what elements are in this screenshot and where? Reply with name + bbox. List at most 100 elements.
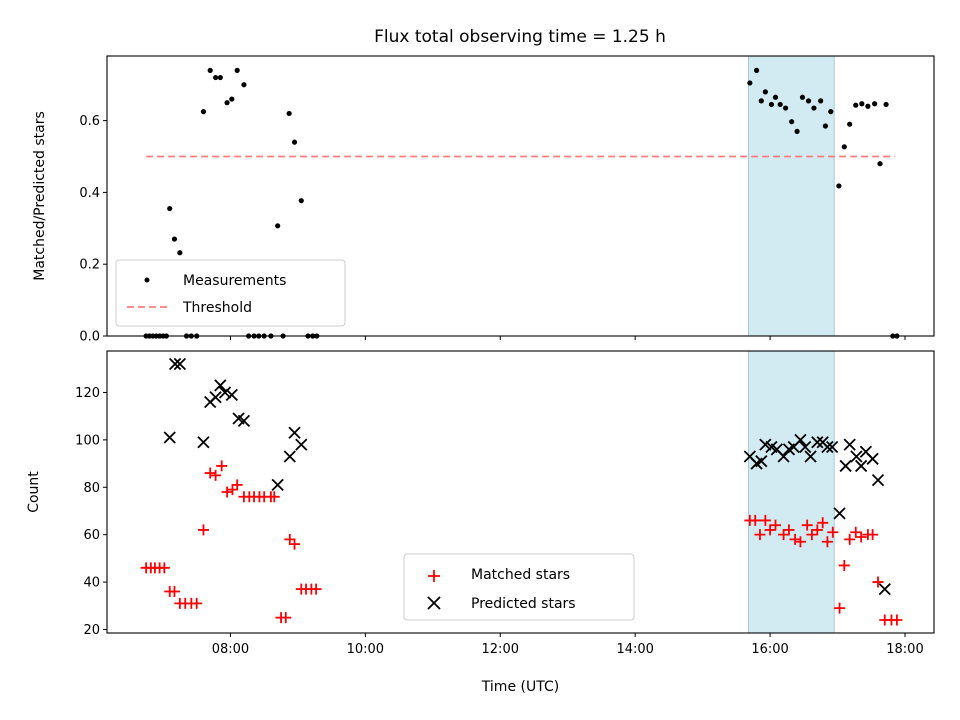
- measurement-point: [794, 128, 800, 134]
- matched-star-point: [872, 576, 884, 588]
- predicted-star-point: [878, 583, 891, 596]
- measurement-point: [224, 100, 230, 106]
- matched-star-point: [817, 517, 829, 529]
- measurement-point: [872, 101, 878, 107]
- matched-star-point: [221, 486, 233, 498]
- y-tick-label: 80: [83, 481, 100, 496]
- predicted-star-point: [799, 440, 812, 454]
- measurement-point: [171, 236, 178, 242]
- x-tick-label: 10:00: [347, 642, 384, 657]
- predicted-star-point: [173, 357, 186, 371]
- measurement-point: [811, 105, 817, 111]
- predicted-star-point: [794, 433, 807, 447]
- matched-star-point: [749, 514, 761, 526]
- y-tick-label: 0.2: [79, 258, 100, 273]
- plot-frame: [106, 350, 935, 634]
- matched-star-point: [231, 479, 243, 491]
- predicted-star-point: [850, 450, 863, 463]
- measurement-point: [789, 119, 795, 125]
- matched-star-point: [769, 519, 781, 531]
- measurement-point: [841, 144, 847, 150]
- measurement-point: [177, 250, 183, 256]
- matched-star-point: [216, 460, 228, 472]
- measurement-point: [859, 101, 865, 107]
- measurement-point: [167, 205, 173, 212]
- matched-star-point: [834, 602, 846, 614]
- measurement-point: [822, 123, 828, 129]
- matched-star-point: [811, 524, 823, 536]
- predicted-star-point: [839, 459, 852, 473]
- y-tick-label: 0.0: [79, 330, 100, 345]
- measurement-point: [818, 98, 824, 104]
- measurement-point: [241, 82, 247, 88]
- matched-star-point: [158, 562, 170, 574]
- legend-box: [115, 259, 346, 327]
- predicted-star-point: [163, 431, 176, 444]
- measurement-point: [853, 102, 859, 108]
- x-axis-label: Time (UTC): [481, 679, 559, 695]
- measurement-point: [213, 74, 219, 81]
- predicted-star-point: [804, 450, 817, 463]
- matched-star-point: [801, 519, 813, 531]
- matched-star-point: [855, 531, 867, 543]
- predicted-star-point: [283, 450, 296, 463]
- legend-label-predicted: Predicted stars: [471, 596, 576, 612]
- legend: Matched stars Predicted stars: [403, 553, 635, 621]
- legend-box: [403, 553, 635, 621]
- legend-dot-marker: [144, 277, 150, 283]
- predicted-star-point: [209, 391, 222, 404]
- measurement-point: [782, 105, 789, 111]
- predicted-star-point: [214, 379, 227, 392]
- predicted-star-point: [288, 426, 301, 439]
- matched-star-point: [197, 524, 209, 536]
- predicted-star-point: [833, 507, 846, 520]
- y-tick-label: 40: [83, 576, 100, 591]
- measurement-point: [836, 183, 842, 189]
- matched-star-point: [789, 533, 801, 545]
- measurement-point: [229, 96, 235, 102]
- predicted-star-point: [271, 478, 284, 492]
- matched-star-point: [806, 529, 818, 541]
- matched-star-point: [210, 469, 222, 481]
- y-tick-label: 60: [83, 528, 100, 543]
- matched-star-point: [226, 484, 238, 496]
- measurement-point: [772, 94, 779, 100]
- measurement-point: [291, 139, 298, 145]
- measurement-point: [768, 101, 775, 108]
- predicted-star-point: [225, 388, 238, 401]
- predicted-star-point: [826, 440, 839, 454]
- predicted-star-point: [218, 386, 232, 399]
- x-tick-label: 16:00: [751, 642, 788, 657]
- bottom-panel: 20 40 60 80 100 120 08:00 10:00 12:00 14:00 16:00…: [26, 350, 935, 695]
- measurement-point: [286, 110, 292, 117]
- x-tick-label: 12:00: [482, 642, 519, 657]
- predicted-star-point: [777, 450, 790, 463]
- y-tick-label: 120: [75, 386, 100, 401]
- measurement-point: [753, 67, 760, 73]
- matched-star-point: [289, 538, 301, 550]
- measurement-point: [847, 121, 853, 127]
- x-axis-ticks: 08:00 10:00 12:00 14:00 16:00 18:00: [212, 633, 924, 657]
- predicted-star-point: [197, 436, 210, 449]
- highlight-span: [748, 350, 835, 634]
- predicted-star-point: [866, 452, 879, 465]
- legend-plus-marker: [428, 570, 440, 582]
- measurement-point: [805, 98, 812, 104]
- measurement-point: [275, 223, 281, 229]
- y-axis-ticks: 0.0 0.2 0.4 0.6: [79, 114, 107, 345]
- legend: Measurements Threshold: [115, 259, 346, 327]
- y-tick-label: 20: [83, 623, 100, 638]
- measurement-point: [799, 94, 806, 100]
- matched-star-point: [280, 612, 292, 624]
- y-axis-ticks: 20 40 60 80 100 120: [75, 386, 107, 638]
- matched-star-point: [850, 526, 862, 538]
- matched-star-point: [754, 529, 766, 541]
- matched-star-point: [778, 529, 790, 541]
- x-tick-label: 08:00: [212, 642, 249, 657]
- matched-star-point: [844, 533, 856, 545]
- y-tick-label: 0.4: [79, 186, 100, 201]
- measurement-point: [298, 198, 304, 204]
- x-axis-ticks: [229, 336, 906, 340]
- y-tick-label: 100: [75, 433, 100, 448]
- matched-star-point: [821, 536, 833, 548]
